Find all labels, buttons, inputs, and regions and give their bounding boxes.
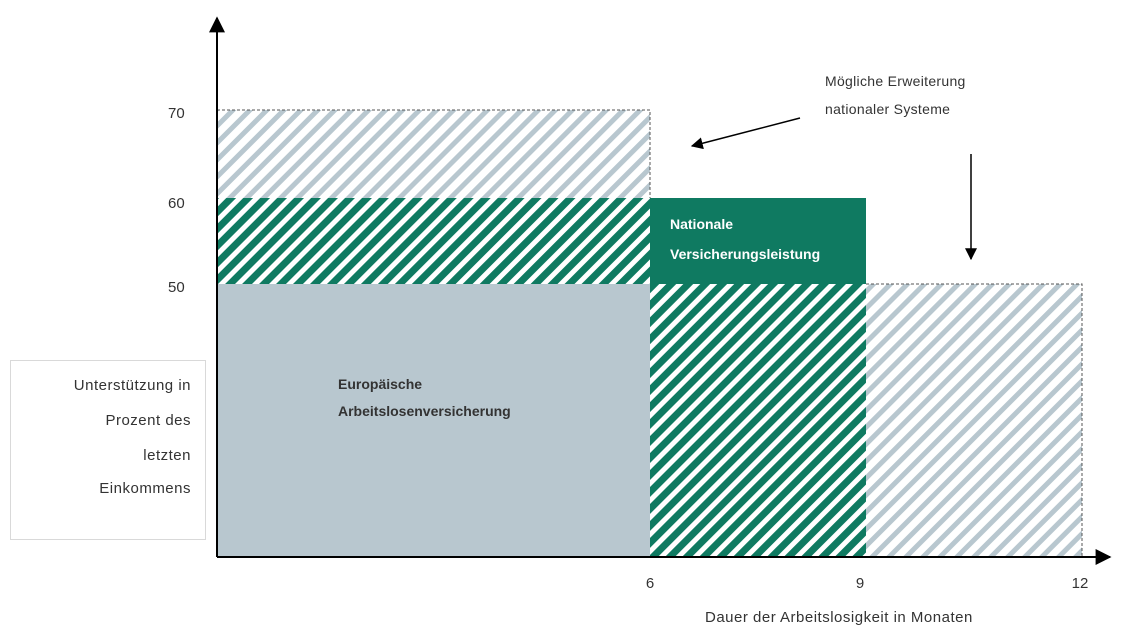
region-national-solid bbox=[650, 198, 866, 284]
x-tick-12: 12 bbox=[1072, 575, 1089, 592]
x-tick-9: 9 bbox=[856, 575, 864, 592]
extension-right-border bbox=[866, 283, 1083, 557]
y-axis-label-line3: letzten bbox=[143, 447, 191, 464]
region-national-hatched-top bbox=[217, 198, 650, 284]
region-national-hatched-bottom bbox=[650, 284, 866, 557]
y-axis-label-line4: Einkommens bbox=[99, 480, 191, 497]
y-axis-label-box: Unterstützung in Prozent des letzten Ein… bbox=[10, 360, 206, 540]
y-tick-60: 60 bbox=[168, 195, 185, 212]
extension-label-line1: Mögliche Erweiterung bbox=[825, 73, 966, 89]
national-label-line2: Versicherungsleistung bbox=[670, 246, 820, 262]
extension-label-line2: nationaler Systeme bbox=[825, 101, 950, 117]
arrow-to-top-extension bbox=[690, 117, 801, 150]
extension-top-border bbox=[217, 109, 651, 198]
region-european bbox=[217, 284, 650, 557]
region-extension-right bbox=[866, 284, 1082, 557]
y-tick-70: 70 bbox=[168, 105, 185, 122]
european-label-line2: Arbeitslosenversicherung bbox=[338, 403, 511, 419]
region-extension-top bbox=[217, 110, 650, 198]
y-axis-label-line2: Prozent des bbox=[105, 412, 191, 429]
y-axis-label-line1: Unterstützung in bbox=[73, 377, 191, 394]
national-label-line1: Nationale bbox=[670, 216, 733, 232]
x-tick-6: 6 bbox=[646, 575, 654, 592]
y-tick-50: 50 bbox=[168, 279, 185, 296]
european-label-line1: Europäische bbox=[338, 376, 422, 392]
x-axis-label: Dauer der Arbeitslosigkeit in Monaten bbox=[705, 609, 973, 626]
